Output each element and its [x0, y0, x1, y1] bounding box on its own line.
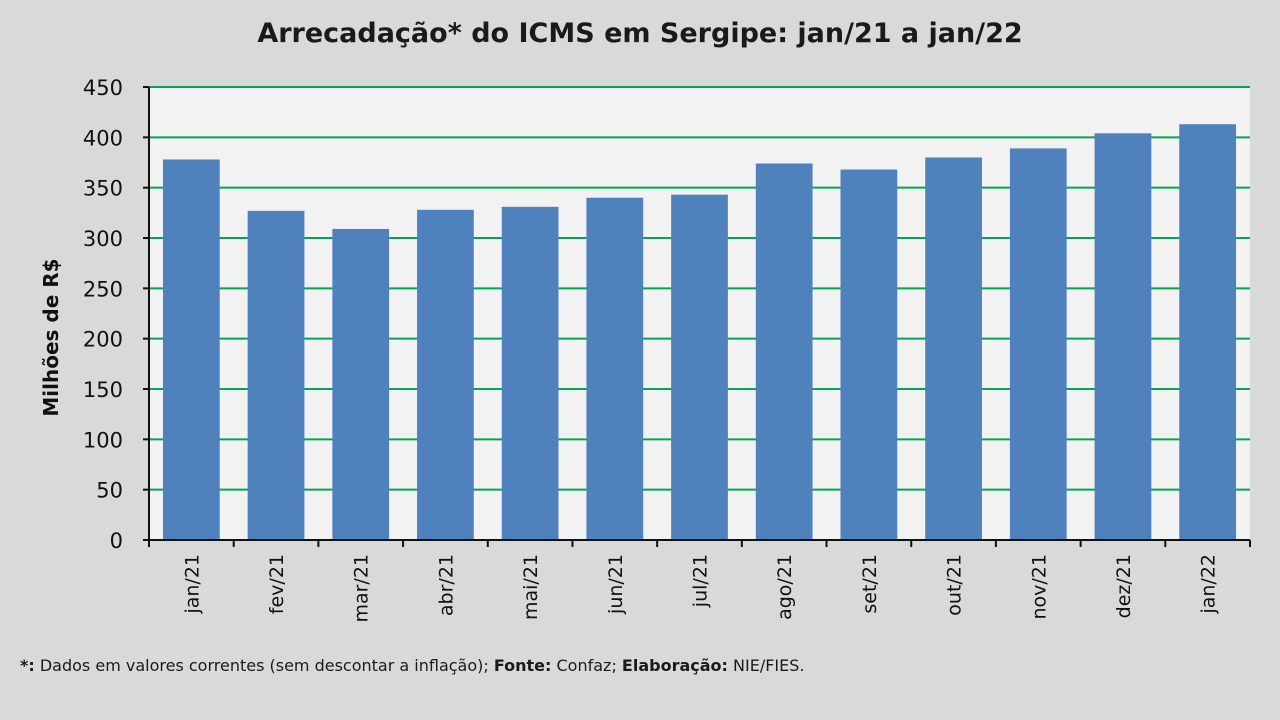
footnote-credit: NIE/FIES. [727, 656, 805, 675]
bar [247, 210, 305, 540]
x-tick-label: mar/21 [351, 554, 373, 623]
x-tick-label: jun/21 [605, 554, 627, 615]
bar [417, 209, 474, 540]
footnote-marker: *: [20, 656, 35, 675]
y-tick-label: 300 [83, 227, 123, 251]
axes [143, 86, 1251, 547]
y-tick-label: 100 [83, 428, 123, 452]
x-tick-label: jan/21 [181, 554, 203, 615]
footnote: *: Dados em valores correntes (sem desco… [20, 656, 804, 675]
x-tick-label: abr/21 [435, 554, 457, 616]
x-tick-label: jan/22 [1198, 554, 1220, 615]
chart-title: Arrecadação* do ICMS em Sergipe: jan/21 … [257, 18, 1023, 49]
y-tick-label: 50 [96, 479, 123, 503]
y-tick-label: 250 [83, 277, 123, 301]
footnote-source: Confaz; [551, 656, 622, 675]
bar [1179, 124, 1237, 540]
bar [671, 194, 728, 541]
bar [162, 159, 220, 541]
footnote-text: Dados em valores correntes (sem desconta… [34, 656, 494, 675]
x-tick-label: mai/21 [520, 554, 542, 620]
bar [501, 206, 559, 540]
footnote-credit-label: Elaboração: [621, 656, 728, 675]
x-tick-label: ago/21 [774, 554, 796, 620]
bars [162, 124, 1237, 541]
bar [1009, 148, 1067, 540]
bar [586, 197, 644, 540]
y-tick-label: 450 [83, 76, 123, 100]
bar [755, 163, 813, 541]
x-tick-label: fev/21 [266, 554, 288, 614]
bar [332, 228, 390, 540]
y-tick-label: 150 [83, 378, 123, 402]
y-tick-label: 400 [83, 126, 123, 150]
x-tick-label: dez/21 [1113, 554, 1135, 618]
x-tick-label: out/21 [944, 554, 966, 616]
y-tick-label: 350 [83, 177, 123, 201]
bar [925, 157, 982, 540]
x-tick-label: jul/21 [690, 554, 712, 608]
y-tick-label: 0 [110, 529, 123, 553]
x-tick-label: set/21 [859, 554, 881, 614]
y-axis-label: Milhões de R$ [39, 258, 63, 416]
x-tick-label: nov/21 [1028, 554, 1050, 620]
y-tick-label: 200 [83, 328, 123, 352]
bar [1094, 133, 1152, 540]
y-tick-labels: 0 50 100 150 200 250 300 350 400 450 [83, 76, 123, 553]
footnote-source-label: Fonte: [493, 656, 552, 675]
x-tick-labels: jan/21 fev/21 mar/21 abr/21 mai/21 jun/21 jul/… [181, 554, 1219, 623]
bar [840, 169, 898, 540]
